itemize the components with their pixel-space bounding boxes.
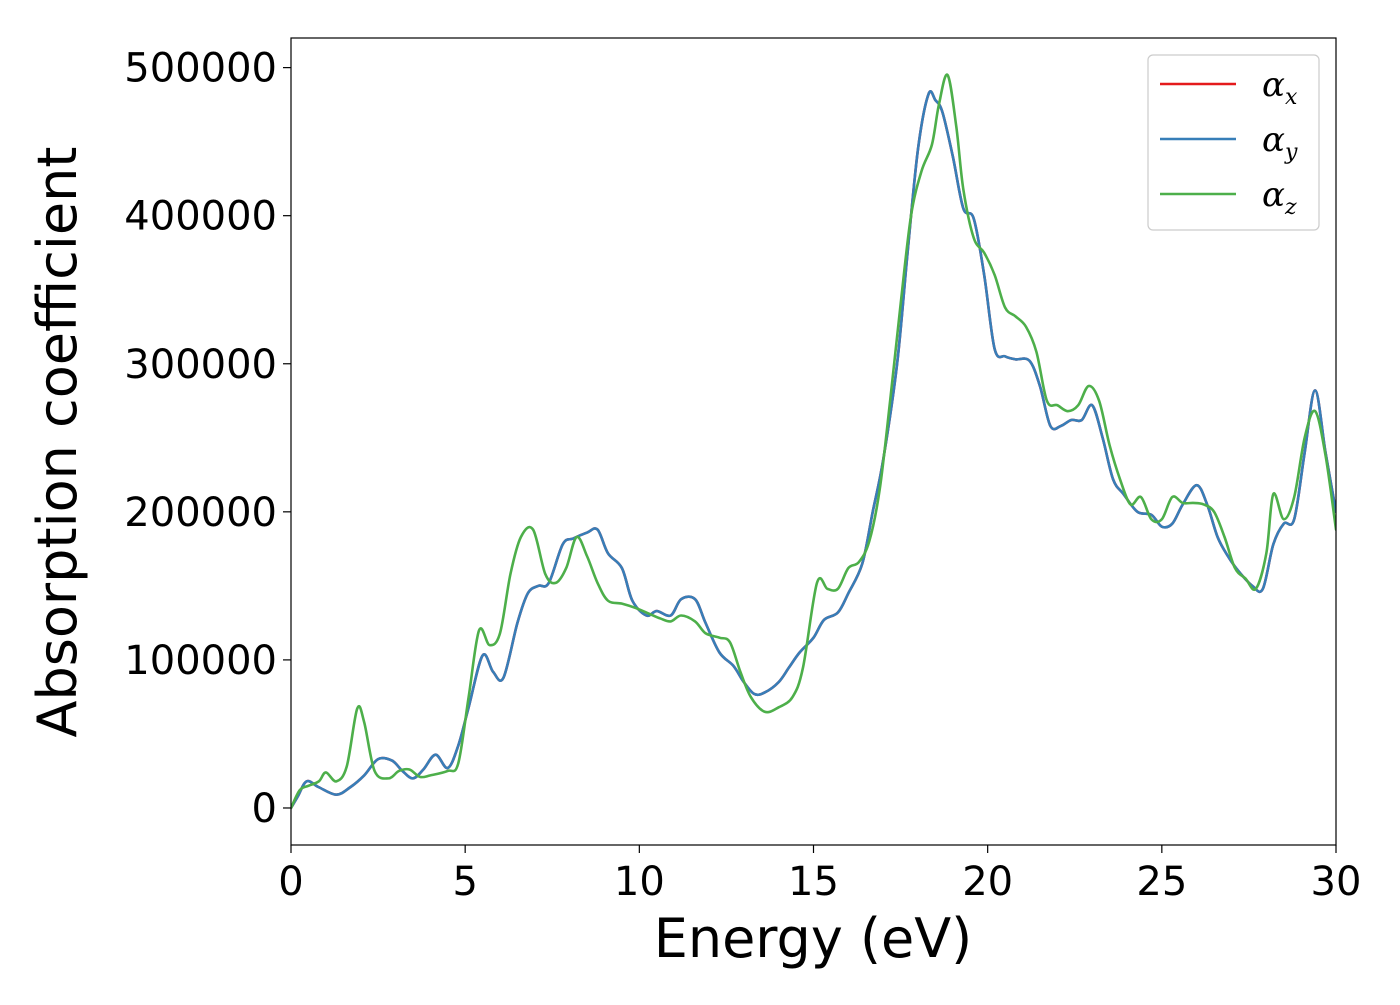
x-tick-label: 5 [452,859,477,905]
legend-box [1147,54,1320,231]
legend-items: αx αy αz [1160,65,1298,220]
series-line-y [291,90,1336,810]
x-tick-label: 20 [962,859,1013,905]
x-tick-label: 0 [278,859,303,905]
series-line-z [291,73,1336,810]
series-layer [291,73,1336,810]
y-axis-title: Absorption coefficient [26,147,89,738]
legend-label-x: αx [1262,65,1298,110]
y-tick-label: 0 [252,786,277,832]
x-tick-label: 15 [788,859,839,905]
y-tick-label: 100000 [124,638,277,684]
x-ticks: 0 5 10 15 20 25 30 [278,845,1361,905]
x-axis-title: Energy (eV) [654,907,973,970]
y-ticks: 0 100000 200000 300000 400000 500000 [124,46,291,832]
y-tick-label: 300000 [124,342,277,388]
x-tick-label: 25 [1136,859,1187,905]
legend-label-y: αy [1262,120,1298,165]
x-tick-label: 10 [614,859,665,905]
legend: αx αy αz [1147,54,1320,231]
y-tick-label: 400000 [124,194,277,240]
x-tick-label: 30 [1311,859,1362,905]
y-tick-label: 200000 [124,490,277,536]
y-tick-label: 500000 [124,46,277,92]
legend-label-z: αz [1262,175,1297,220]
